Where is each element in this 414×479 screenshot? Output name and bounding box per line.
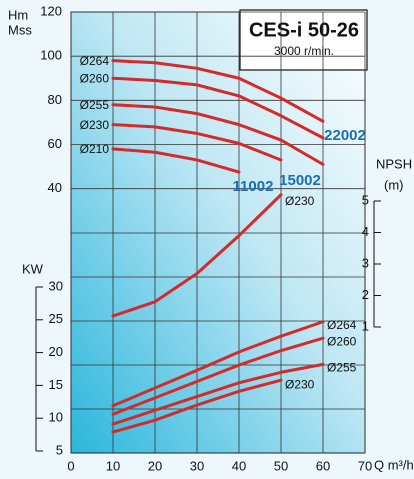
x-tick-label: 60 (316, 458, 330, 473)
npsh-tick-label: 1 (362, 318, 369, 333)
curve (111, 193, 283, 318)
x-tick-label: 10 (106, 458, 120, 473)
kw-tick-label: 15 (49, 377, 63, 392)
kw-tick-label: 20 (49, 344, 63, 359)
x-axis-label: Q m³/h (374, 457, 414, 472)
curve (111, 336, 325, 416)
model-label: 11002 (233, 178, 274, 195)
x-tick-label: 0 (67, 458, 74, 473)
kw-tick-label: 10 (49, 410, 63, 425)
npsh-axis-unit: (m) (384, 177, 404, 192)
title-box (239, 9, 368, 71)
npsh-tick-label: 4 (362, 224, 369, 239)
chart-subtitle: 3000 r/min. (274, 44, 334, 58)
series-label: Ø255 (327, 361, 357, 375)
y-tick-label: 80 (48, 92, 62, 107)
kw-tick-label: 30 (49, 278, 63, 293)
curve (111, 378, 283, 434)
kw-tick-label: 5 (56, 442, 63, 457)
series-label: Ø264 (80, 54, 110, 68)
x-tick-label: 70 (358, 458, 372, 473)
y-tick-label: 60 (48, 136, 62, 151)
model-label: 22002 (324, 127, 366, 144)
curve (111, 76, 325, 140)
x-tick-label: 30 (190, 458, 204, 473)
curve (111, 320, 325, 408)
x-tick-label: 50 (274, 458, 288, 473)
series-label: Ø260 (327, 334, 357, 348)
npsh-tick-label: 2 (362, 287, 369, 302)
y-tick-label: 100 (40, 48, 62, 63)
series-label: Ø230 (80, 118, 110, 132)
plot-area (70, 11, 366, 454)
curve (111, 147, 241, 174)
series-label: Ø264 (327, 318, 357, 332)
model-label: 15002 (279, 172, 321, 189)
x-tick-label: 20 (148, 458, 162, 473)
y-axis-unit: Mss (8, 22, 32, 37)
kw-tick-label: 25 (49, 311, 63, 326)
x-tick-label: 40 (232, 458, 246, 473)
y-tick-label: 40 (48, 180, 62, 195)
curve (111, 123, 283, 162)
series-label: Ø260 (80, 71, 110, 85)
y-axis-label: Hm (8, 7, 28, 22)
series-label: Ø230 (285, 194, 315, 208)
chart-title: CES-i 50-26 (249, 19, 359, 41)
series-label: Ø230 (285, 377, 315, 391)
curve (111, 103, 325, 166)
y-tick-label: 120 (40, 3, 62, 18)
series-label: Ø210 (80, 142, 110, 156)
npsh-tick-label: 3 (362, 255, 369, 270)
series-label: Ø255 (80, 98, 110, 112)
curve (111, 59, 325, 123)
kw-axis-label: KW (22, 261, 44, 276)
curve (111, 362, 325, 426)
npsh-tick-label: 5 (362, 192, 369, 207)
npsh-axis-label: NPSH (376, 156, 412, 171)
